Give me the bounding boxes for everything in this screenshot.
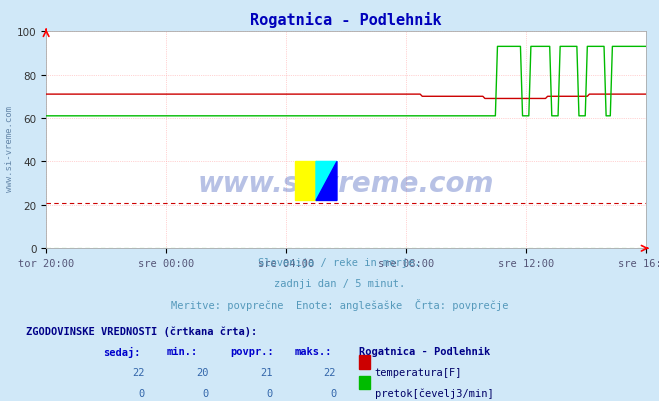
Text: 0: 0 — [202, 388, 208, 398]
Bar — [358, 376, 370, 389]
Text: www.si-vreme.com: www.si-vreme.com — [5, 105, 14, 191]
Polygon shape — [316, 162, 337, 201]
Text: povpr.:: povpr.: — [231, 346, 274, 356]
Text: Meritve: povprečne  Enote: anglešaške  Črta: povprečje: Meritve: povprečne Enote: anglešaške Črt… — [171, 299, 508, 311]
Text: www.si-vreme.com: www.si-vreme.com — [198, 170, 494, 198]
Text: 0: 0 — [266, 388, 272, 398]
Text: 0: 0 — [138, 388, 144, 398]
Text: sedaj:: sedaj: — [103, 346, 140, 357]
Text: 20: 20 — [196, 367, 208, 377]
Text: Slovenija / reke in morje.: Slovenija / reke in morje. — [258, 257, 420, 267]
Bar — [295, 162, 316, 201]
Title: Rogatnica - Podlehnik: Rogatnica - Podlehnik — [250, 12, 442, 28]
Text: Rogatnica - Podlehnik: Rogatnica - Podlehnik — [358, 346, 490, 356]
Text: ZGODOVINSKE VREDNOSTI (črtkana črta):: ZGODOVINSKE VREDNOSTI (črtkana črta): — [26, 326, 258, 336]
Text: pretok[čevelj3/min]: pretok[čevelj3/min] — [374, 388, 494, 399]
Text: 22: 22 — [132, 367, 144, 377]
Text: maks.:: maks.: — [295, 346, 332, 356]
Text: temperatura[F]: temperatura[F] — [374, 367, 462, 377]
Text: zadnji dan / 5 minut.: zadnji dan / 5 minut. — [273, 278, 405, 288]
Polygon shape — [316, 162, 337, 201]
Text: 0: 0 — [330, 388, 336, 398]
Text: min.:: min.: — [167, 346, 198, 356]
Text: 21: 21 — [260, 367, 272, 377]
Bar — [358, 355, 370, 369]
Text: 22: 22 — [324, 367, 336, 377]
